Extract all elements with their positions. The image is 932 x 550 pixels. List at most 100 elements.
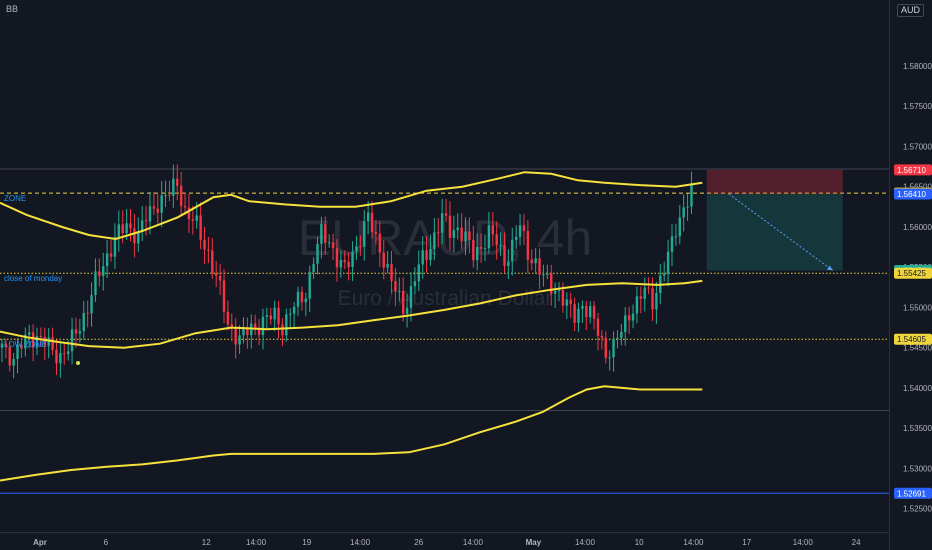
candle-body	[616, 337, 619, 339]
candle-body	[440, 213, 444, 233]
candle-body	[31, 332, 35, 348]
candle-body	[678, 217, 681, 237]
candle-body	[620, 332, 623, 338]
arrow-head-icon	[826, 265, 833, 271]
time-tick-label: 17	[742, 538, 751, 547]
candle-body	[331, 242, 335, 248]
candle-body	[94, 271, 97, 296]
currency-button[interactable]: AUD	[896, 4, 924, 17]
level-annotation[interactable]: LOW ZONE	[4, 340, 47, 349]
level-annotation[interactable]: close of monday	[4, 274, 62, 283]
candle-body	[409, 286, 413, 308]
candle-body	[538, 258, 541, 275]
candle-body	[472, 239, 475, 261]
candle-body	[631, 313, 635, 321]
candle-body	[265, 315, 269, 317]
candle-body	[421, 250, 424, 265]
price-tag-label[interactable]: 1.56410	[897, 190, 926, 199]
candle-body	[674, 236, 678, 238]
candle-body	[651, 288, 654, 310]
candle-body	[577, 308, 580, 323]
price-tag-label[interactable]: 1.54605	[897, 335, 926, 344]
price-tag-background[interactable]	[894, 164, 932, 176]
annotations[interactable]: ZONE close of monday LOW ZONE	[4, 194, 62, 349]
price-tag-label[interactable]: 1.56710	[897, 166, 926, 175]
candle-body	[542, 274, 545, 276]
candle-body	[164, 195, 167, 197]
candle-body	[187, 207, 191, 220]
take-profit-zone[interactable]	[706, 193, 843, 271]
price-tick-label: 1.54500	[903, 344, 932, 353]
price-tick-label: 1.57500	[903, 102, 932, 111]
candle-body	[514, 236, 518, 240]
candle-body	[98, 271, 101, 277]
candle-body	[624, 315, 627, 333]
candle-body	[464, 231, 467, 242]
price-tag-background[interactable]	[894, 188, 932, 200]
candle-body	[269, 315, 272, 320]
price-tag-background[interactable]	[894, 487, 932, 499]
short-position-tool[interactable]	[706, 169, 843, 271]
candle-body	[324, 224, 327, 243]
candle-body	[125, 223, 128, 233]
candle-body	[363, 221, 366, 247]
level-annotation[interactable]: ZONE	[4, 194, 26, 203]
candle-body	[137, 231, 140, 244]
price-tag-background[interactable]	[894, 267, 932, 279]
price-tag-label[interactable]: 1.55425	[897, 269, 926, 278]
candle-body	[179, 185, 183, 207]
candle-body	[304, 298, 308, 303]
candle-body	[401, 291, 405, 314]
candle-body	[452, 230, 456, 238]
candle-body	[662, 273, 666, 276]
candle-body	[335, 247, 339, 268]
candle-body	[635, 296, 639, 314]
stop-loss-zone[interactable]	[706, 169, 843, 194]
candle-body	[499, 245, 502, 247]
bollinger-lower-band	[0, 385, 703, 482]
price-tick-label: 1.58000	[903, 62, 932, 71]
candle-body	[55, 349, 58, 364]
price-tick-label: 1.56500	[903, 183, 932, 192]
horizontal-levels[interactable]	[0, 168, 889, 494]
candle-body	[105, 253, 109, 267]
candle-body	[433, 232, 436, 250]
candle-body	[627, 315, 631, 321]
price-tick-label: 1.53000	[903, 464, 932, 473]
candle-body	[655, 293, 658, 310]
candle-body	[468, 231, 471, 240]
candle-body	[102, 266, 105, 277]
candle-body	[553, 290, 557, 294]
time-tick-label: 19	[302, 538, 311, 547]
candle-body	[390, 263, 393, 282]
candle-body	[343, 259, 346, 262]
candle-body	[592, 306, 596, 319]
candle-body	[351, 251, 354, 268]
candle-body	[211, 250, 214, 273]
candle-body	[604, 337, 607, 358]
candle-body	[43, 336, 47, 346]
candle-body	[160, 195, 163, 213]
candle-body	[4, 343, 8, 348]
time-axis[interactable]: Apr 6 12 14:00 19 14:00 26 14:00 May 14:00 10 14:00…	[0, 532, 889, 548]
candle-body	[479, 247, 483, 249]
candle-body	[63, 353, 66, 355]
candle-body	[327, 242, 331, 244]
candle-body	[226, 311, 230, 325]
price-axis[interactable]: 1.52500 1.53000 1.53500 1.54000 1.54500 1.550…	[889, 0, 932, 550]
time-tick-label: 24	[852, 538, 861, 547]
price-tick-label: 1.54000	[903, 384, 932, 393]
candle-body	[140, 220, 144, 232]
price-tag-background[interactable]	[894, 333, 932, 345]
candle-body	[47, 337, 50, 346]
candle-body	[666, 251, 670, 274]
candle-body	[51, 337, 54, 350]
time-tick-label: 14:00	[350, 538, 371, 547]
price-tick-label: 1.53500	[903, 424, 932, 433]
price-tag-label[interactable]: 1.52691	[897, 489, 926, 498]
time-tick-label: 14:00	[793, 538, 814, 547]
indicator-label[interactable]: BB	[6, 4, 19, 14]
candle-body	[59, 353, 62, 364]
candle-body	[347, 261, 350, 268]
